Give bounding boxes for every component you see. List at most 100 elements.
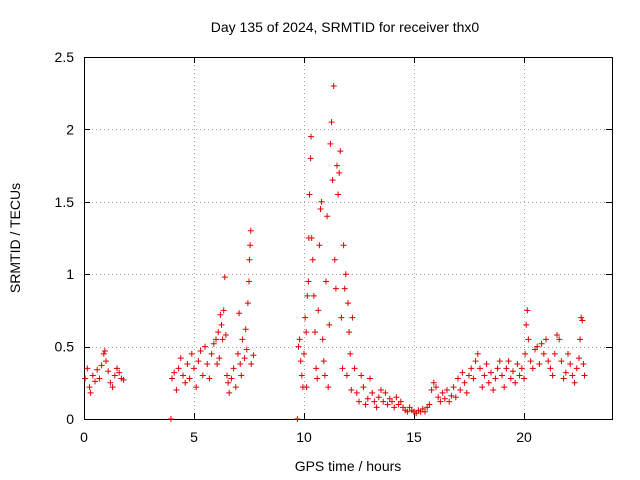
data-point	[369, 389, 376, 396]
data-point	[232, 384, 239, 391]
data-point	[303, 329, 310, 336]
data-point	[312, 329, 318, 336]
data-point	[580, 360, 587, 367]
data-point	[516, 372, 523, 379]
data-point	[452, 394, 459, 401]
data-point	[446, 398, 453, 405]
data-point	[380, 398, 387, 405]
grid-lines	[84, 57, 612, 419]
data-point	[169, 375, 175, 382]
data-point	[367, 375, 373, 382]
data-point	[514, 360, 521, 367]
data-point	[206, 375, 213, 382]
data-point	[477, 365, 483, 372]
data-point	[339, 365, 346, 372]
data-point	[167, 416, 174, 422]
data-point	[105, 368, 112, 375]
data-point	[315, 307, 322, 314]
data-point	[490, 387, 497, 394]
data-point	[197, 347, 204, 354]
data-point	[222, 332, 229, 339]
data-point	[342, 271, 349, 278]
data-point	[426, 401, 433, 408]
y-tick-label: 0	[66, 411, 74, 427]
data-point	[492, 375, 499, 382]
data-point	[246, 278, 252, 285]
data-point	[349, 314, 356, 321]
data-point	[340, 242, 347, 249]
x-tick-label: 5	[190, 429, 198, 445]
data-point	[307, 155, 314, 162]
data-point	[571, 379, 578, 386]
data-point	[294, 416, 301, 422]
data-point	[562, 369, 569, 376]
x-tick-label: 10	[296, 429, 312, 445]
data-point	[327, 140, 334, 147]
data-point	[576, 355, 582, 362]
data-point	[218, 321, 225, 328]
data-point	[512, 379, 519, 386]
data-point	[103, 358, 109, 365]
y-tick-label: 1.5	[55, 194, 75, 210]
x-tick-label: 15	[406, 429, 422, 445]
data-point	[330, 82, 337, 89]
data-point	[450, 384, 457, 391]
data-point	[578, 314, 585, 321]
data-point	[317, 206, 324, 213]
data-point	[441, 395, 448, 402]
data-point	[389, 398, 395, 405]
data-point	[435, 394, 442, 401]
data-point	[510, 368, 516, 375]
data-point	[310, 292, 317, 299]
data-point	[295, 343, 302, 350]
y-tick-label: 2.5	[55, 49, 75, 65]
data-point	[216, 355, 223, 362]
data-point	[224, 372, 230, 379]
data-point	[545, 358, 552, 365]
x-tick-label: 20	[516, 429, 532, 445]
data-point	[220, 307, 227, 314]
chart-title: Day 135 of 2024, SRMTID for receiver thx…	[211, 19, 480, 35]
data-point	[296, 336, 303, 343]
y-tick-labels: 0 0.5 1 1.5 2 2.5	[55, 49, 75, 427]
data-point	[308, 235, 315, 241]
data-point	[246, 256, 253, 263]
data-point	[375, 394, 382, 401]
data-point	[86, 384, 93, 391]
data-point	[191, 365, 197, 372]
data-point	[120, 376, 127, 383]
data-point	[479, 384, 486, 391]
data-point	[343, 372, 350, 379]
data-point	[244, 300, 251, 307]
y-tick-label: 2	[66, 121, 74, 137]
data-point	[558, 358, 565, 365]
data-point	[433, 384, 439, 391]
data-point	[529, 365, 536, 372]
data-point	[439, 389, 446, 396]
x-tick-label: 0	[80, 429, 88, 445]
data-point	[336, 169, 343, 176]
plot-frame	[84, 57, 613, 420]
data-point	[338, 314, 345, 321]
data-point	[461, 379, 468, 386]
data-point	[404, 408, 411, 415]
data-point	[547, 365, 554, 372]
data-point	[525, 336, 532, 343]
data-point	[248, 360, 255, 367]
data-point	[298, 372, 305, 379]
data-point	[364, 395, 371, 402]
data-point	[422, 408, 428, 415]
data-point	[114, 365, 120, 372]
data-point	[362, 401, 369, 408]
data-point	[228, 375, 235, 382]
data-point	[455, 375, 461, 382]
data-point	[543, 336, 549, 343]
data-point	[89, 372, 96, 379]
data-point	[499, 372, 505, 379]
data-point	[337, 148, 344, 155]
data-point	[353, 389, 360, 396]
data-point	[331, 256, 338, 263]
data-point	[496, 358, 503, 365]
data-point	[384, 401, 391, 408]
